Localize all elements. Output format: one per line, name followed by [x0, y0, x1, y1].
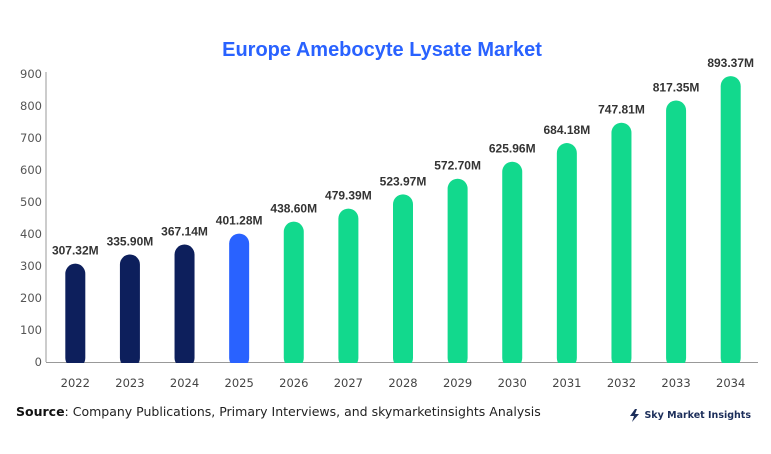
logo-text: Sky Market Insights	[644, 410, 751, 421]
y-tick-label: 800	[20, 99, 42, 113]
y-tick-label: 900	[20, 67, 42, 81]
x-tick-label: 2030	[498, 376, 527, 390]
bar	[556, 143, 577, 368]
y-tick-label: 400	[20, 227, 42, 241]
brand-logo: Sky Market Insights	[629, 409, 751, 422]
bar	[338, 208, 359, 368]
bar	[611, 122, 632, 368]
source-label: Source	[16, 404, 65, 419]
y-tick-label: 600	[20, 163, 42, 177]
data-label: 817.35M	[653, 80, 700, 94]
data-label: 479.39M	[325, 189, 372, 203]
data-label: 307.32M	[52, 244, 99, 258]
bar	[502, 161, 523, 368]
bar	[393, 194, 413, 368]
y-tick-label: 300	[20, 259, 42, 273]
data-label: 523.97M	[380, 174, 427, 188]
bar-series	[47, 76, 758, 371]
bar	[174, 244, 195, 368]
bar	[447, 178, 468, 368]
bar	[283, 221, 304, 368]
data-label: 438.60M	[270, 202, 317, 216]
x-tick-label: 2022	[61, 376, 90, 390]
x-tick-label: 2024	[170, 376, 199, 390]
lightning-bolt-icon	[630, 409, 640, 422]
x-tick-label: 2023	[115, 376, 144, 390]
bar	[229, 233, 250, 368]
source-note: Source: Company Publications, Primary In…	[16, 404, 541, 419]
data-label: 684.18M	[543, 123, 590, 137]
bar	[666, 100, 687, 368]
x-tick-label: 2032	[607, 376, 636, 390]
chart-title: Europe Amebocyte Lysate Market	[222, 39, 542, 61]
x-tick-label: 2028	[388, 376, 417, 390]
x-tick-label: 2026	[279, 376, 308, 390]
y-tick-label: 100	[20, 323, 42, 337]
source-text: : Company Publications, Primary Intervie…	[64, 404, 541, 419]
data-label: 367.14M	[161, 225, 208, 239]
x-tick-label: 2031	[552, 376, 581, 390]
bar	[119, 254, 140, 368]
bar	[720, 76, 741, 369]
data-label: 893.37M	[707, 56, 754, 70]
x-tick-label: 2029	[443, 376, 472, 390]
baseline-mask	[47, 363, 758, 371]
y-tick-label: 0	[35, 355, 42, 369]
x-axis: 2022 2023 2024 2025 2026 2027 2028 2029 2030 2031…	[46, 362, 758, 390]
y-axis: 0 100 200 300 400 500 600 700 800 900	[20, 67, 47, 369]
data-label: 572.70M	[434, 159, 481, 173]
bar-chart: Europe Amebocyte Lysate Market 0 100 200 30…	[20, 39, 758, 390]
bar	[65, 263, 86, 368]
x-tick-label: 2027	[334, 376, 363, 390]
data-label: 625.96M	[489, 142, 536, 156]
data-label: 401.28M	[216, 214, 263, 228]
y-tick-label: 700	[20, 131, 42, 145]
y-tick-label: 500	[20, 195, 42, 209]
data-label: 747.81M	[598, 103, 645, 117]
x-tick-label: 2034	[716, 376, 745, 390]
x-tick-label: 2025	[225, 376, 254, 390]
y-tick-label: 200	[20, 291, 42, 305]
x-tick-label: 2033	[661, 376, 690, 390]
data-label: 335.90M	[107, 235, 154, 249]
data-labels: 307.32M 335.90M 367.14M 401.28M 438.60M 479.3…	[52, 56, 754, 258]
